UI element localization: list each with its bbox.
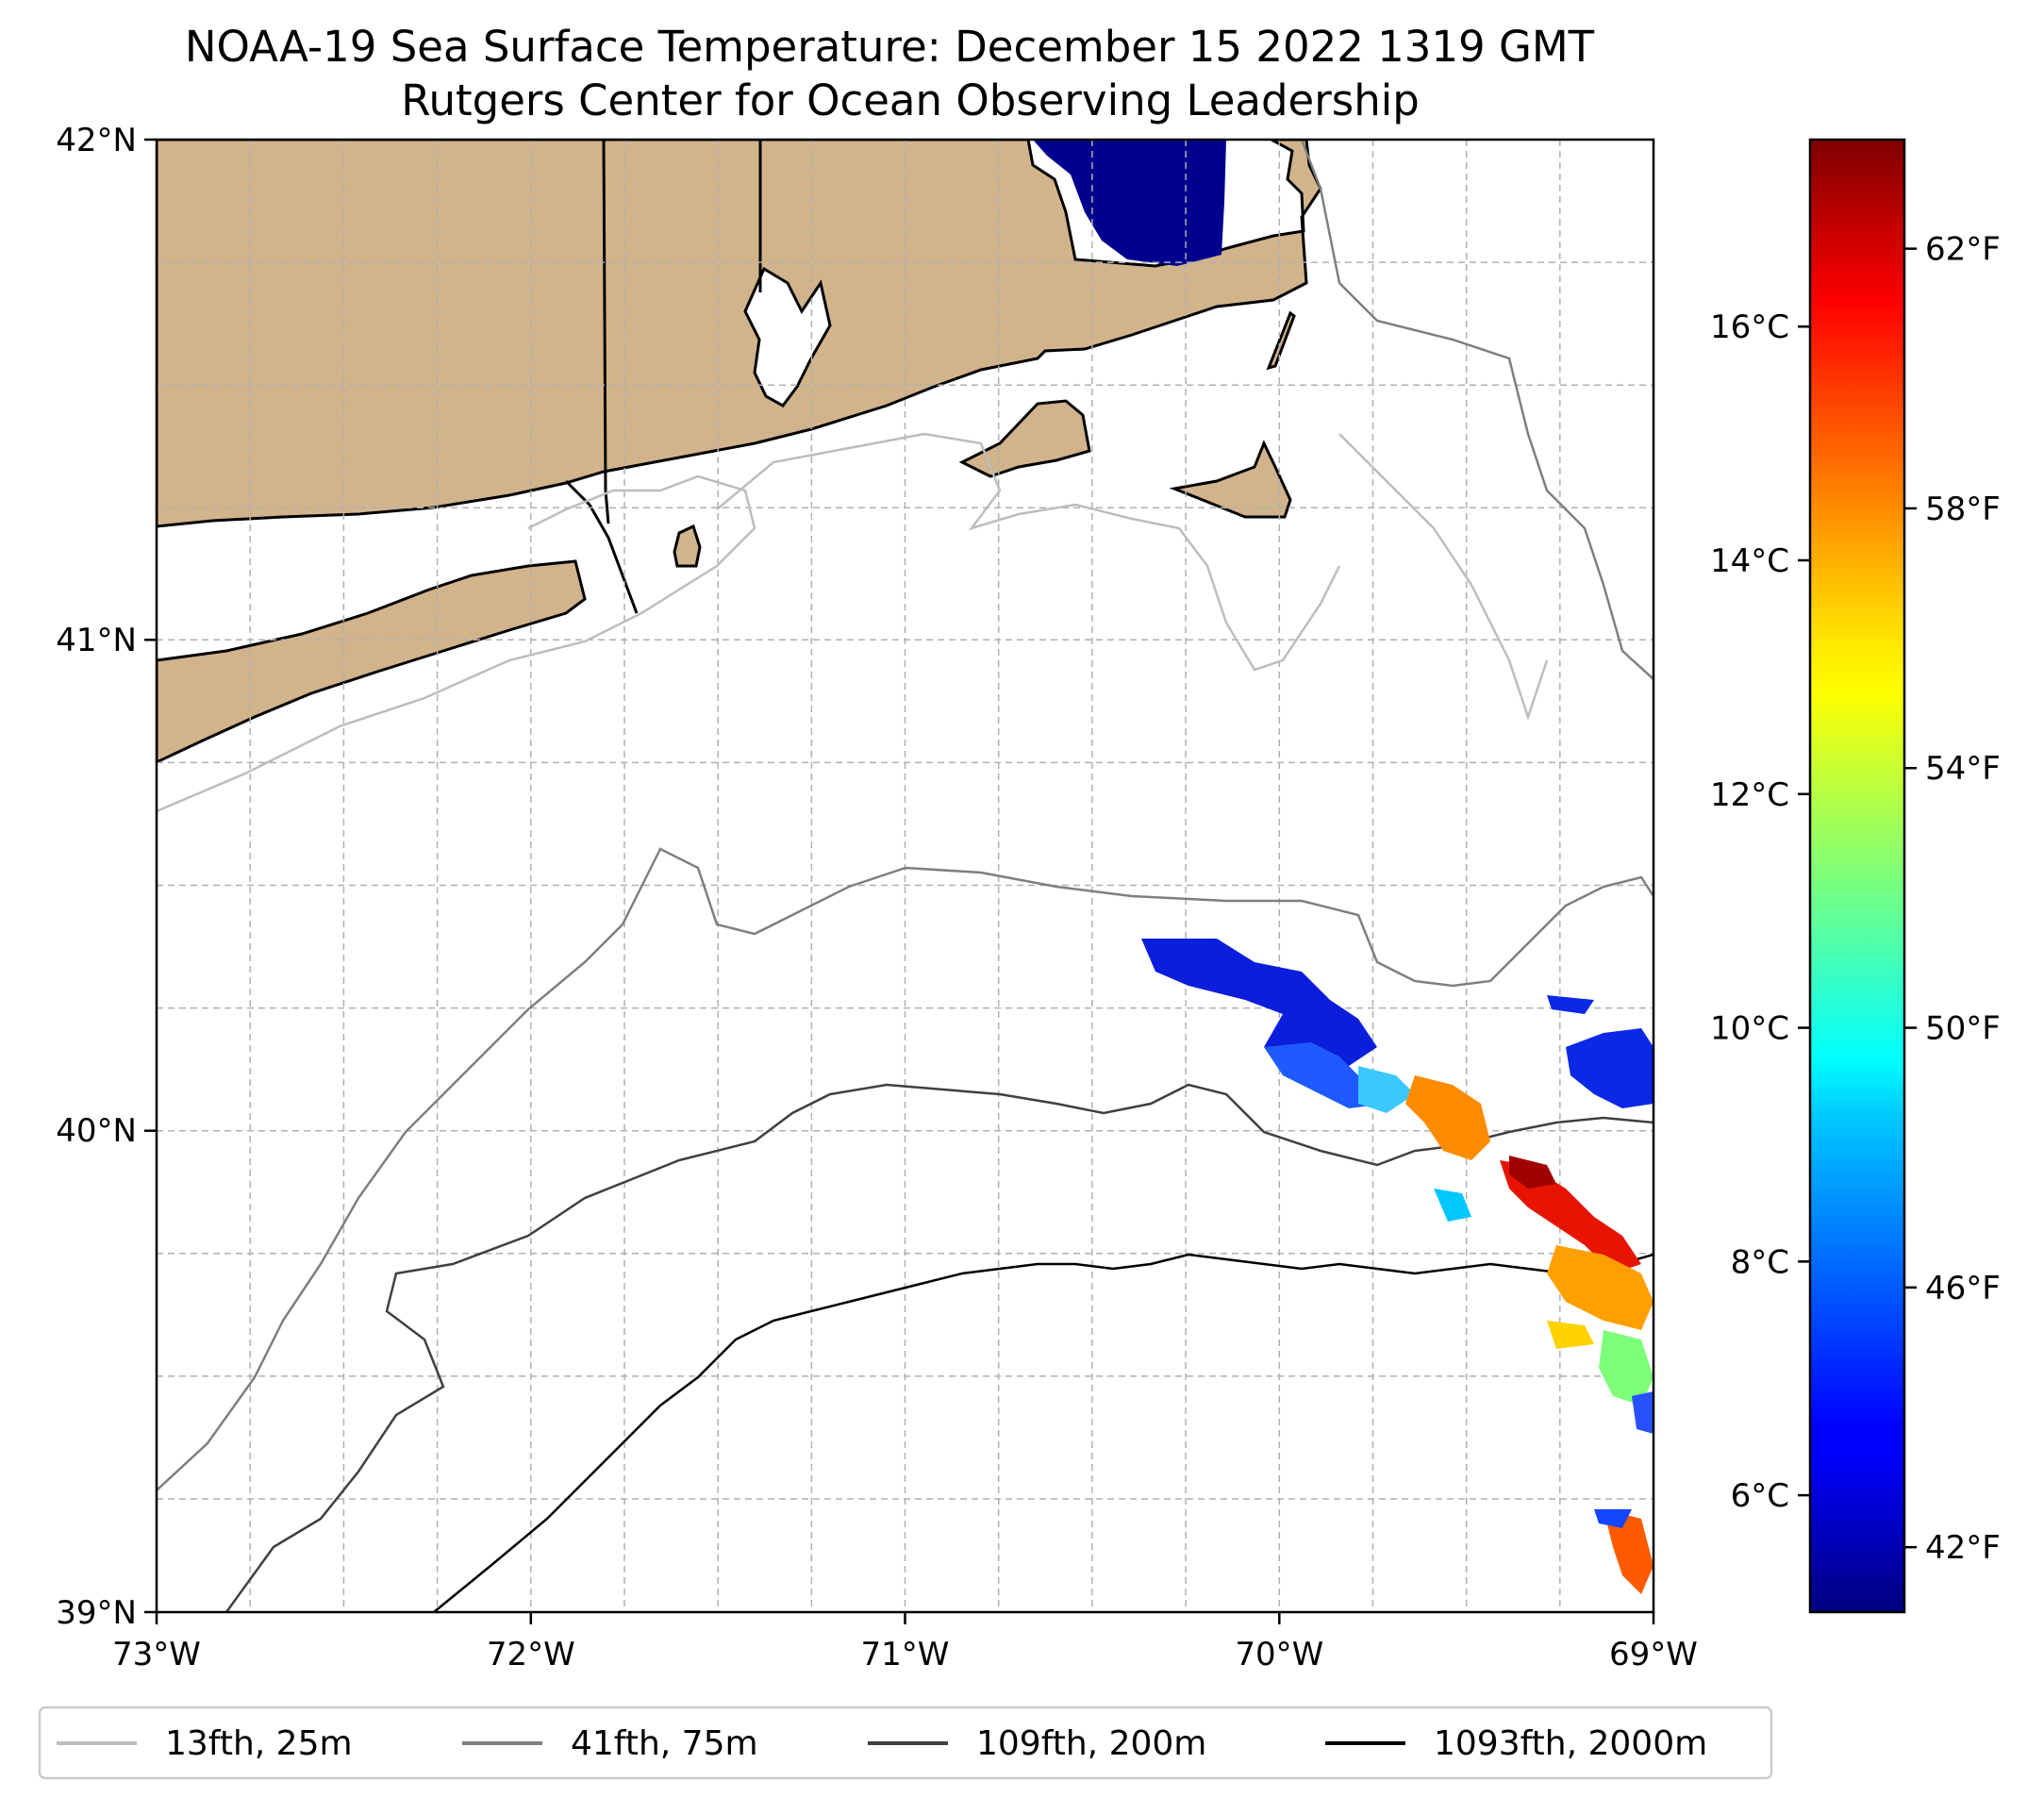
legend-label-2000m: 1093fth, 2000m xyxy=(1434,1724,1707,1763)
x-tick-73w: 73°W xyxy=(112,1636,201,1673)
x-tick-69w: 69°W xyxy=(1609,1636,1698,1673)
colorbar-fahrenheit-label: 46°F xyxy=(1925,1270,2001,1307)
y-tick-42n: 42°N xyxy=(56,122,137,159)
sst-patches xyxy=(1141,939,1653,1594)
land-marthas-vineyard xyxy=(958,399,1091,478)
x-tick-71w: 71°W xyxy=(861,1636,950,1673)
contour-200m xyxy=(224,1083,1653,1612)
colorbar-fahrenheit-label: 42°F xyxy=(1925,1529,2001,1567)
colorbar-celsius-label: 12°C xyxy=(1710,776,1789,814)
boundary-line-sound xyxy=(564,479,639,614)
colorbar-celsius-label: 10°C xyxy=(1710,1010,1789,1048)
colorbar-fahrenheit-label: 50°F xyxy=(1925,1010,2001,1048)
x-tick-72w: 72°W xyxy=(487,1636,575,1673)
contour-legend: 13fth, 25m 41fth, 75m 109fth, 200m 1093f… xyxy=(38,1705,1773,1780)
colorbar-celsius-label: 6°C xyxy=(1731,1477,1789,1515)
contour-75m xyxy=(157,140,1653,1491)
colorbar-fahrenheit-label: 54°F xyxy=(1925,750,2001,788)
colorbar-fahrenheit-label: 62°F xyxy=(1925,231,2001,269)
colorbar-ticks: 16°C 14°C 12°C 10°C 8°C 6°C 62°F 58°F 54°F 50°F 46… xyxy=(1710,231,2001,1568)
title-line-1: NOAA-19 Sea Surface Temperature: Decembe… xyxy=(185,22,1595,72)
contour-2000m xyxy=(433,1253,1653,1612)
colorbar-celsius-label: 16°C xyxy=(1710,308,1789,346)
state-line-ny-ct xyxy=(602,140,610,524)
x-tick-70w: 70°W xyxy=(1235,1636,1323,1673)
colorbar-celsius-label: 14°C xyxy=(1710,542,1789,580)
colorbar-fahrenheit-label: 58°F xyxy=(1925,491,2001,528)
land-nantucket xyxy=(1169,440,1292,519)
y-tick-39n: 39°N xyxy=(56,1594,137,1632)
colorbar-celsius-label: 8°C xyxy=(1731,1243,1789,1281)
y-tick-40n: 40°N xyxy=(56,1112,137,1150)
contour-25m xyxy=(157,432,1549,813)
sst-cape-cod-bay xyxy=(1033,140,1226,266)
axis-tick-marks xyxy=(144,138,1655,1624)
colorbar-gradient xyxy=(1808,138,1906,1614)
legend-label-200m: 109fth, 200m xyxy=(976,1724,1206,1763)
title-line-2: Rutgers Center for Ocean Observing Leade… xyxy=(401,75,1420,125)
legend-label-75m: 41fth, 75m xyxy=(571,1724,758,1763)
y-tick-41n: 41°N xyxy=(56,622,137,659)
colorbar: 16°C 14°C 12°C 10°C 8°C 6°C 62°F 58°F 54°F 50°F 46… xyxy=(1710,138,2001,1614)
land-block-island xyxy=(673,524,702,568)
land-monomoy xyxy=(1266,310,1296,371)
map-panel: 73°W 72°W 71°W 70°W 69°W 42°N 41°N 40°N … xyxy=(56,122,1698,1673)
legend-label-25m: 13fth, 25m xyxy=(165,1724,353,1763)
land-long-island xyxy=(157,559,587,764)
